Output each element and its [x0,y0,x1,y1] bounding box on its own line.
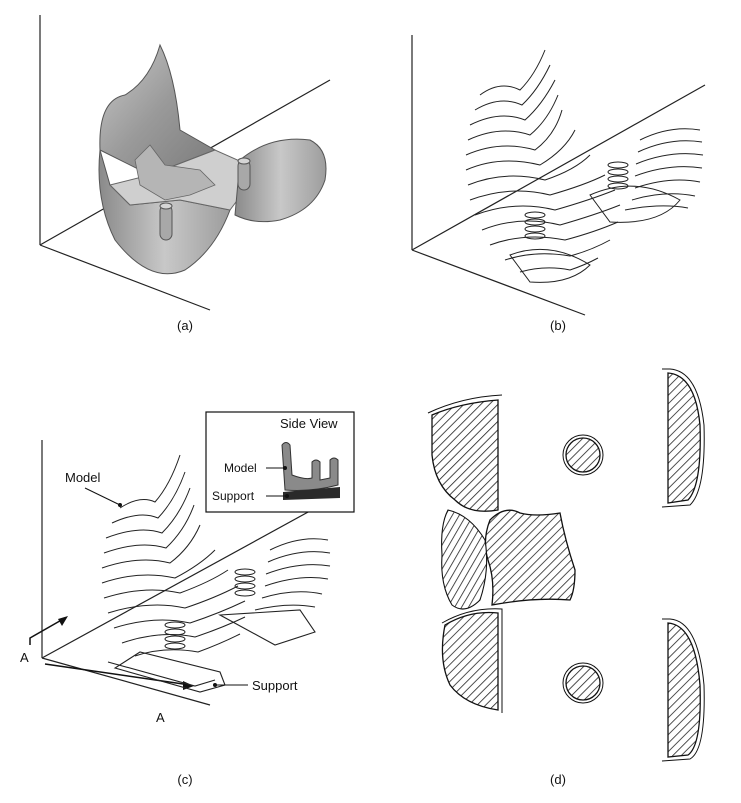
axis-depth [41,657,211,706]
support-structure [107,609,316,693]
section-lobe-top-right-outline [661,368,705,508]
section-lobe-top-left [431,399,499,512]
axis-depth [39,244,211,311]
model-leader-dot [118,503,122,507]
section-center [484,509,576,606]
section-arrow-left [29,617,66,645]
model-label: Model [65,470,101,485]
caption-a: (a) [177,318,193,333]
slice-contours [101,454,331,657]
inset-support-label: Support [212,489,255,503]
model-peg-right-top [237,157,251,165]
model-peg-left-top [159,202,173,210]
model-ridge [134,144,216,201]
section-lobe-bottom-right [667,622,701,758]
section-peg-top-ring [562,434,604,476]
section-support-left [441,509,488,610]
panel-c-drawing: A A [20,411,355,725]
inset-support-shape [283,487,340,500]
caption-b: (b) [550,318,566,333]
slice-contours [465,49,704,283]
inset-support-dot [285,494,289,498]
section-label-left: A [20,650,29,665]
support-label: Support [252,678,298,693]
caption-d: (d) [550,772,566,787]
section-peg-bottom [565,665,601,701]
axis-depth [411,249,586,316]
panel-a-drawing [39,15,331,311]
panel-c: A A [0,400,370,803]
section-lobe-top-right [667,372,701,504]
model-back-wall [99,43,217,176]
model-leader [84,487,121,506]
axis-horizontal [41,499,331,659]
caption-c: (c) [177,772,193,787]
panel-b-drawing [411,35,706,316]
panel-b: (b) [370,0,741,345]
inset-title: Side View [280,416,338,431]
section-lobe-bottom-right-outline [661,618,705,762]
model-peg-left [159,204,173,241]
section-label-bottom: A [156,710,165,725]
support-leader-dot [213,683,217,687]
panel-a: (a) [0,0,370,345]
panel-d-drawing [427,368,705,762]
inset-side-view: Side View Model Support [205,411,355,513]
inset-model-label: Model [224,461,257,475]
section-lobe-bottom-left [441,611,499,711]
panel-d: (d) [370,345,741,803]
section-lobe-top-left-outline [427,394,503,414]
section-peg-top [565,437,601,473]
model-right-lobe [234,138,327,223]
section-arrow-bottom [44,663,191,686]
section-peg-bottom-ring [562,662,604,704]
axis-horizontal [411,84,706,251]
section-lobe-bottom-left-outline [441,608,503,713]
inset-model-dot [283,466,287,470]
section-arrowhead-left [58,616,68,626]
inset-model-shape [281,442,339,491]
